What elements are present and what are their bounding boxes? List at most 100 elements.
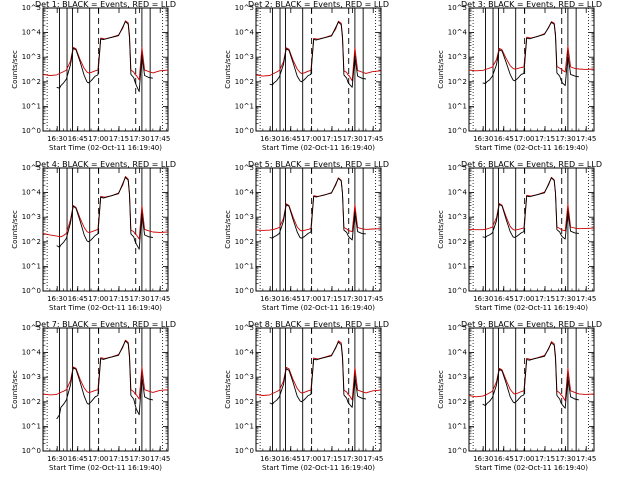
x-tick-label: 16:30 xyxy=(260,295,280,303)
y-tick-label: 10^4 xyxy=(448,349,468,357)
x-tick-label: 16:30 xyxy=(473,455,493,463)
plot-frame xyxy=(255,167,382,292)
y-tick-label: 10^1 xyxy=(448,262,467,270)
x-tick-label: 16:45 xyxy=(68,135,88,143)
y-axis-label: Counts/sec xyxy=(11,210,19,249)
detector-plot-1: Det 1: BLACK = Events, RED = LLD 10^0 10^1… xyxy=(0,0,213,160)
y-tick-label: 10^3 xyxy=(22,373,41,381)
y-tick-label: 10^5 xyxy=(448,4,467,12)
x-tick-label: 17:15 xyxy=(109,295,129,303)
y-tick-label: 10^5 xyxy=(448,324,467,332)
x-tick-label: 17:45 xyxy=(576,295,596,303)
lld-series-line xyxy=(42,176,169,240)
plot-frame xyxy=(42,327,169,452)
x-tick-label: 17:45 xyxy=(150,455,170,463)
x-tick-label: 17:30 xyxy=(343,295,363,303)
y-tick-label: 10^4 xyxy=(235,349,255,357)
plot-svg: Det 9: BLACK = Events, RED = LLD 10^0 10^1… xyxy=(437,320,602,472)
x-tick-label: 17:00 xyxy=(88,135,108,143)
x-tick-label: 16:45 xyxy=(494,455,514,463)
plot-frame xyxy=(42,167,169,292)
detector-plot-8: Det 8: BLACK = Events, RED = LLD 10^0 10^1… xyxy=(213,320,426,480)
x-tick-label: 17:30 xyxy=(556,295,576,303)
events-series-line xyxy=(269,177,366,241)
plot-svg: Det 4: BLACK = Events, RED = LLD 10^0 10^1… xyxy=(11,160,176,312)
x-tick-label: 17:15 xyxy=(109,455,129,463)
y-axis-label: Counts/sec xyxy=(224,50,232,89)
x-tick-label: 16:45 xyxy=(281,455,301,463)
y-tick-label: 10^0 xyxy=(235,287,254,295)
events-series-line xyxy=(482,342,579,409)
y-tick-label: 10^1 xyxy=(22,102,41,110)
y-tick-label: 10^4 xyxy=(235,29,255,37)
y-tick-label: 10^0 xyxy=(448,447,467,455)
plot-svg: Det 7: BLACK = Events, RED = LLD 10^0 10^1… xyxy=(11,320,176,472)
events-series-line xyxy=(56,340,153,420)
x-tick-label: 17:00 xyxy=(514,295,534,303)
y-tick-label: 10^3 xyxy=(235,53,254,61)
y-tick-label: 10^1 xyxy=(448,102,467,110)
y-tick-label: 10^1 xyxy=(235,262,254,270)
y-tick-label: 10^1 xyxy=(235,102,254,110)
x-tick-label: 17:15 xyxy=(535,135,555,143)
x-tick-label: 17:45 xyxy=(576,135,596,143)
x-axis-label: Start Time (02-Oct-11 16:19:40) xyxy=(262,304,375,312)
plot-svg: Det 5: BLACK = Events, RED = LLD 10^0 10^1… xyxy=(224,160,389,312)
x-tick-label: 16:30 xyxy=(47,135,67,143)
x-axis-label: Start Time (02-Oct-11 16:19:40) xyxy=(49,144,162,152)
y-axis-label: Counts/sec xyxy=(437,370,445,409)
x-tick-label: 17:45 xyxy=(576,455,596,463)
events-series-line xyxy=(482,177,579,240)
x-tick-label: 17:00 xyxy=(514,455,534,463)
plot-svg: Det 3: BLACK = Events, RED = LLD 10^0 10^1… xyxy=(437,0,602,152)
x-tick-label: 17:00 xyxy=(514,135,534,143)
events-series-line xyxy=(269,341,366,408)
x-tick-label: 17:30 xyxy=(343,135,363,143)
x-tick-label: 16:30 xyxy=(473,135,493,143)
plot-frame xyxy=(255,327,382,452)
y-tick-label: 10^2 xyxy=(448,78,467,86)
y-tick-label: 10^4 xyxy=(22,189,42,197)
x-tick-label: 17:30 xyxy=(130,455,150,463)
x-tick-label: 17:15 xyxy=(322,295,342,303)
x-tick-label: 16:45 xyxy=(68,455,88,463)
x-tick-label: 17:30 xyxy=(556,135,576,143)
lld-series-line xyxy=(468,176,595,232)
x-tick-label: 17:45 xyxy=(363,455,383,463)
y-tick-label: 10^3 xyxy=(448,373,467,381)
y-tick-label: 10^5 xyxy=(235,324,254,332)
y-tick-label: 10^2 xyxy=(235,398,254,406)
y-tick-label: 10^2 xyxy=(235,78,254,86)
y-tick-label: 10^4 xyxy=(448,189,468,197)
lld-series-line xyxy=(255,177,382,233)
x-tick-label: 16:45 xyxy=(494,135,514,143)
y-tick-label: 10^5 xyxy=(235,164,254,172)
lld-series-line xyxy=(42,20,169,81)
plot-title: Det 5: BLACK = Events, RED = LLD xyxy=(248,160,389,169)
y-axis-label: Counts/sec xyxy=(437,210,445,249)
x-tick-label: 17:00 xyxy=(88,295,108,303)
y-tick-label: 10^4 xyxy=(22,349,42,357)
detector-plot-9: Det 9: BLACK = Events, RED = LLD 10^0 10^1… xyxy=(426,320,639,480)
x-tick-label: 17:45 xyxy=(150,135,170,143)
plot-frame xyxy=(468,7,595,132)
lld-series-line xyxy=(42,339,169,400)
y-tick-label: 10^0 xyxy=(448,287,467,295)
plot-title: Det 6: BLACK = Events, RED = LLD xyxy=(461,160,602,169)
y-axis-label: Counts/sec xyxy=(224,370,232,409)
y-axis-label: Counts/sec xyxy=(437,50,445,89)
plot-svg: Det 1: BLACK = Events, RED = LLD 10^0 10^1… xyxy=(11,0,176,152)
plot-frame xyxy=(42,7,169,132)
y-tick-label: 10^2 xyxy=(22,78,41,86)
x-tick-label: 16:30 xyxy=(260,455,280,463)
x-tick-label: 17:30 xyxy=(556,455,576,463)
y-tick-label: 10^2 xyxy=(448,398,467,406)
y-tick-label: 10^5 xyxy=(235,4,254,12)
x-axis-label: Start Time (02-Oct-11 16:19:40) xyxy=(49,464,162,472)
plot-title: Det 3: BLACK = Events, RED = LLD xyxy=(461,0,602,9)
y-tick-label: 10^5 xyxy=(22,324,41,332)
detector-plot-5: Det 5: BLACK = Events, RED = LLD 10^0 10^1… xyxy=(213,160,426,320)
x-tick-label: 17:15 xyxy=(322,135,342,143)
y-tick-label: 10^1 xyxy=(448,422,467,430)
